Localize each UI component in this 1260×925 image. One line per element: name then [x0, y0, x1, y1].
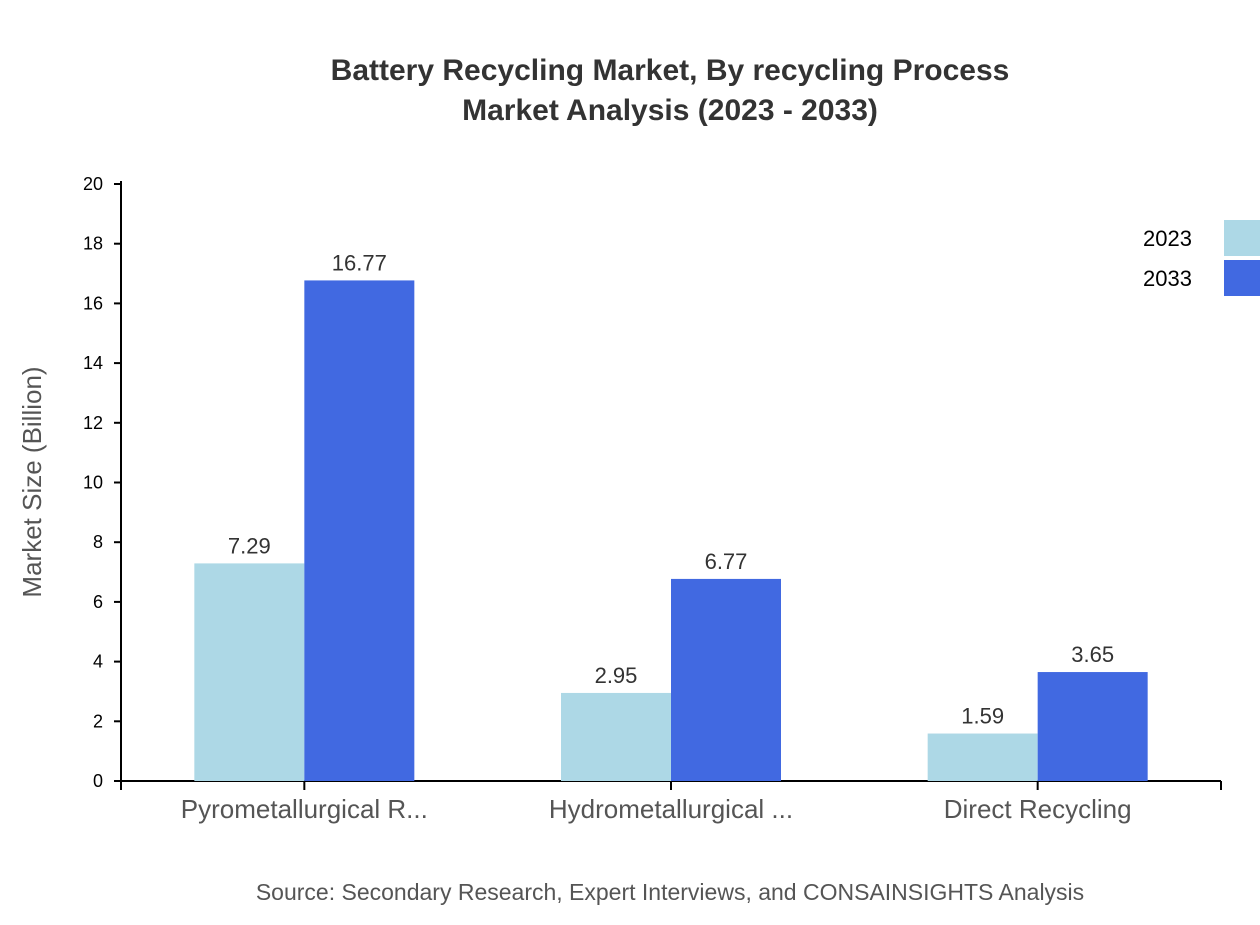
y-tick-label: 12: [83, 413, 103, 433]
bar-2023: [927, 733, 1038, 781]
bar-2023: [561, 692, 671, 781]
legend-label: 2023: [1143, 226, 1192, 251]
x-tick-label: Direct Recycling: [944, 794, 1132, 824]
bar-2033: [304, 280, 415, 781]
data-label: 16.77: [332, 250, 387, 275]
chart-subtitle: Market Analysis (2023 - 2033): [462, 94, 878, 127]
y-tick-label: 2: [93, 711, 103, 731]
data-label: 7.29: [228, 533, 271, 558]
y-tick-label: 14: [83, 353, 103, 373]
chart-title: Battery Recycling Market, By recycling P…: [331, 54, 1010, 87]
legend-swatch-2023: [1224, 220, 1260, 256]
data-label: 6.77: [705, 549, 748, 574]
y-axis-label: Market Size (Billion): [17, 366, 47, 597]
y-tick-label: 16: [83, 293, 103, 313]
y-tick-label: 0: [93, 771, 103, 791]
y-tick-label: 4: [93, 652, 103, 672]
y-tick-label: 6: [93, 592, 103, 612]
data-label: 1.59: [961, 704, 1004, 729]
data-label: 2.95: [595, 663, 638, 688]
y-tick-label: 8: [93, 532, 103, 552]
source-note: Source: Secondary Research, Expert Inter…: [256, 879, 1084, 905]
y-tick-label: 10: [83, 473, 103, 493]
legend-label: 2033: [1143, 266, 1192, 291]
bar-2023: [194, 563, 305, 781]
y-tick-label: 18: [83, 234, 103, 254]
legend-swatch-2033: [1224, 260, 1260, 296]
bar-2033: [671, 578, 781, 781]
x-tick-label: Hydrometallurgical ...: [549, 794, 793, 824]
data-label: 3.65: [1071, 642, 1114, 667]
bar-2033: [1037, 672, 1148, 781]
x-tick-label: Pyrometallurgical R...: [181, 794, 428, 824]
y-tick-label: 20: [83, 174, 103, 194]
